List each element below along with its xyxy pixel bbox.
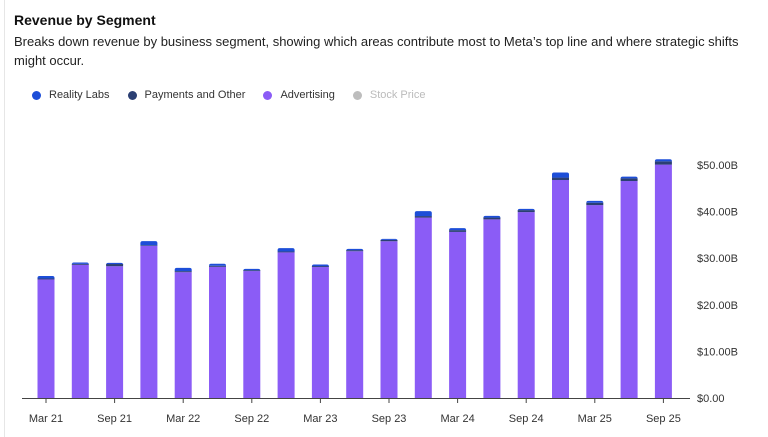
bar-payments-and-other[interactable] xyxy=(414,216,432,218)
bar-payments-and-other[interactable] xyxy=(277,251,295,253)
bar-payments-and-other[interactable] xyxy=(586,202,604,206)
legend-dot-icon xyxy=(352,90,362,100)
bar-advertising[interactable] xyxy=(311,267,329,398)
bar-reality-labs[interactable] xyxy=(620,176,638,179)
legend-item[interactable]: Payments and Other xyxy=(127,89,246,101)
bar-advertising[interactable] xyxy=(174,272,192,398)
x-tick-label: Sep 21 xyxy=(97,413,132,425)
bar-payments-and-other[interactable] xyxy=(37,278,55,280)
bar-reality-labs[interactable] xyxy=(654,159,672,162)
bar-advertising[interactable] xyxy=(243,271,261,398)
chart-title: Revenue by Segment xyxy=(14,12,156,28)
bar-advertising[interactable] xyxy=(106,266,124,398)
bar-advertising[interactable] xyxy=(414,217,432,398)
legend: Reality Labs Payments and Other Advertisin… xyxy=(32,89,426,101)
bar-payments-and-other[interactable] xyxy=(209,265,226,267)
legend-item[interactable]: Stock Price xyxy=(352,89,426,101)
bar-payments-and-other[interactable] xyxy=(311,266,329,268)
bar-reality-labs[interactable] xyxy=(106,262,124,265)
legend-item[interactable]: Advertising xyxy=(263,89,335,101)
y-tick-label: $10.00B xyxy=(697,346,738,358)
bar-advertising[interactable] xyxy=(140,245,158,398)
bar-reality-labs[interactable] xyxy=(277,248,295,252)
legend-label: Stock Price xyxy=(369,89,426,101)
legend-item[interactable]: Reality Labs xyxy=(32,89,110,101)
y-tick-label: $20.00B xyxy=(697,300,738,312)
bar-advertising[interactable] xyxy=(71,264,89,398)
bar-reality-labs[interactable] xyxy=(449,228,467,231)
bar-advertising[interactable] xyxy=(277,252,295,398)
bar-payments-and-other[interactable] xyxy=(552,177,569,181)
bar-advertising[interactable] xyxy=(380,241,398,398)
bar-reality-labs[interactable] xyxy=(37,276,55,279)
chart-subtitle: Breaks down revenue by business segment,… xyxy=(14,34,739,68)
bar-reality-labs[interactable] xyxy=(71,262,89,265)
x-tick-label: Sep 24 xyxy=(509,413,544,425)
bar-reality-labs[interactable] xyxy=(517,208,535,211)
bar-payments-and-other[interactable] xyxy=(380,239,398,242)
x-tick-label: Mar 24 xyxy=(440,413,474,425)
bar-payments-and-other[interactable] xyxy=(517,210,535,213)
bar-reality-labs[interactable] xyxy=(174,267,192,272)
x-tick-label: Mar 23 xyxy=(303,413,337,425)
bar-payments-and-other[interactable] xyxy=(654,161,672,165)
bar-payments-and-other[interactable] xyxy=(106,264,124,267)
bar-payments-and-other[interactable] xyxy=(71,263,89,265)
bar-payments-and-other[interactable] xyxy=(346,250,364,252)
bar-advertising[interactable] xyxy=(449,231,467,398)
bar-reality-labs[interactable] xyxy=(380,238,398,241)
y-tick-label: $50.00B xyxy=(697,160,738,172)
bar-advertising[interactable] xyxy=(517,212,535,398)
bar-reality-labs[interactable] xyxy=(311,264,329,267)
bar-payments-and-other[interactable] xyxy=(174,271,192,273)
bar-payments-and-other[interactable] xyxy=(483,217,501,220)
legend-label: Reality Labs xyxy=(49,89,110,101)
legend-dot-icon xyxy=(263,90,273,100)
x-tick-label: Mar 21 xyxy=(29,413,63,425)
legend-dot-icon xyxy=(127,90,137,100)
y-tick-label: $30.00B xyxy=(697,253,738,265)
x-tick-label: Mar 22 xyxy=(166,413,200,425)
bar-payments-and-other[interactable] xyxy=(620,178,638,182)
bar-advertising[interactable] xyxy=(346,251,364,398)
x-tick-label: Mar 25 xyxy=(578,413,612,425)
y-tick-label: $40.00B xyxy=(697,207,738,219)
bar-advertising[interactable] xyxy=(483,219,501,398)
legend-label: Payments and Other xyxy=(144,89,246,101)
bar-payments-and-other[interactable] xyxy=(449,230,467,232)
bar-reality-labs[interactable] xyxy=(209,263,226,266)
bar-advertising[interactable] xyxy=(620,181,638,398)
bar-advertising[interactable] xyxy=(552,180,569,398)
bar-advertising[interactable] xyxy=(37,279,55,398)
y-tick-label: $0.00 xyxy=(697,393,725,405)
bar-reality-labs[interactable] xyxy=(346,248,364,251)
x-tick-label: Sep 25 xyxy=(646,413,681,425)
bar-reality-labs[interactable] xyxy=(552,172,569,178)
bar-reality-labs[interactable] xyxy=(483,215,501,218)
chart-card xyxy=(4,0,768,437)
bar-reality-labs[interactable] xyxy=(586,200,604,203)
x-tick-label: Sep 22 xyxy=(234,413,269,425)
bar-advertising[interactable] xyxy=(654,164,672,398)
bar-reality-labs[interactable] xyxy=(414,211,432,217)
bar-advertising[interactable] xyxy=(209,266,226,398)
bar-payments-and-other[interactable] xyxy=(140,245,158,246)
bar-payments-and-other[interactable] xyxy=(243,270,261,272)
bar-advertising[interactable] xyxy=(586,205,604,398)
legend-dot-icon xyxy=(32,90,41,100)
legend-label: Advertising xyxy=(280,89,335,101)
bar-reality-labs[interactable] xyxy=(140,241,158,246)
x-tick-label: Sep 23 xyxy=(372,413,407,425)
bar-reality-labs[interactable] xyxy=(243,268,261,271)
